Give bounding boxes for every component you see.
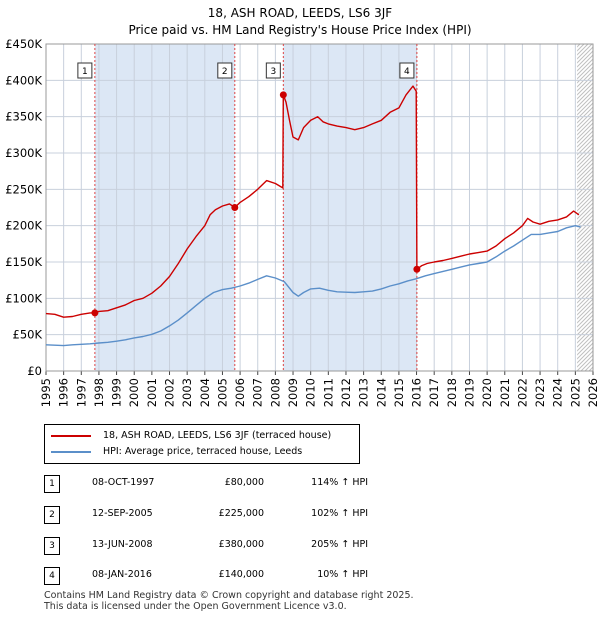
transaction-row-3: 3 13-JUN-2008 £380,000 205% ↑ HPI: [44, 537, 444, 555]
legend-hpi-swatch: [51, 450, 91, 453]
sale-label-1: 1: [82, 67, 88, 77]
y-tick-label: £400K: [5, 73, 42, 87]
legend-property-swatch: [51, 434, 91, 437]
sale-label-3: 3: [270, 67, 276, 77]
x-tick-label: 2024: [551, 378, 565, 407]
x-tick-label: 1996: [57, 378, 71, 407]
x-tick-label: 2020: [480, 378, 494, 407]
x-tick-label: 2012: [339, 378, 353, 407]
transaction-date: 13-JUN-2008: [92, 539, 153, 550]
x-tick-label: 2011: [321, 378, 335, 407]
transaction-date: 08-JAN-2016: [92, 569, 152, 580]
sale-label-box-4: [399, 62, 415, 79]
x-tick-label: 2014: [374, 378, 388, 407]
x-tick-label: 2017: [427, 378, 441, 407]
x-tick-label: 1997: [74, 378, 88, 407]
ownership-shade-2: [283, 44, 417, 371]
x-tick-label: 2008: [268, 378, 282, 407]
footer-licence: This data is licensed under the Open Gov…: [44, 601, 347, 612]
x-tick-label: 2004: [198, 378, 212, 407]
transaction-row-2: 2 12-SEP-2005 £225,000 102% ↑ HPI: [44, 506, 444, 524]
footer-copyright: Contains HM Land Registry data © Crown c…: [44, 590, 414, 601]
sale-label-box-3: [265, 62, 281, 79]
y-tick-label: £200K: [5, 219, 42, 233]
transaction-hpi-change: 114% ↑ HPI: [311, 477, 368, 488]
transaction-number: 2: [44, 506, 60, 524]
legend-item-property: 18, ASH ROAD, LEEDS, LS6 3JF (terraced h…: [51, 428, 331, 444]
transaction-date: 12-SEP-2005: [92, 508, 153, 519]
transaction-hpi-change: 205% ↑ HPI: [311, 539, 368, 550]
x-tick-label: 2010: [304, 378, 318, 407]
sale-point-1: [91, 309, 99, 317]
chart-legend: 18, ASH ROAD, LEEDS, LS6 3JF (terraced h…: [44, 424, 360, 464]
legend-item-hpi: HPI: Average price, terraced house, Leed…: [51, 444, 302, 460]
transaction-price: £80,000: [224, 477, 264, 488]
x-tick-label: 2000: [127, 378, 141, 407]
x-tick-label: 2003: [180, 378, 194, 407]
ownership-shade-1: [94, 44, 235, 371]
x-tick-label: 2026: [586, 378, 600, 407]
x-tick-label: 2005: [215, 378, 229, 407]
sale-label-2: 2: [222, 67, 228, 77]
x-tick-label: 2025: [568, 378, 582, 407]
x-tick-label: 1995: [39, 378, 53, 407]
y-tick-label: £50K: [13, 328, 43, 342]
transaction-number: 3: [44, 537, 60, 555]
legend-hpi-label: HPI: Average price, terraced house, Leed…: [103, 446, 303, 457]
y-tick-label: £150K: [5, 255, 42, 269]
hpi-line: [45, 225, 581, 347]
price-chart: £0 £50K £100K £150K £200K £250K £300K £350K £400…: [5, 37, 600, 407]
sale-label-4: 4: [404, 67, 410, 77]
x-tick-label: 2016: [410, 378, 424, 407]
transaction-number: 4: [44, 567, 60, 585]
transaction-price: £140,000: [218, 569, 264, 580]
property-price-line: [45, 85, 580, 318]
transaction-hpi-change: 102% ↑ HPI: [311, 508, 368, 519]
legend-property-label: 18, ASH ROAD, LEEDS, LS6 3JF (terraced h…: [103, 430, 332, 441]
x-tick-label: 2022: [515, 378, 529, 407]
x-tick-label: 2019: [462, 378, 476, 407]
transaction-row-4: 4 08-JAN-2016 £140,000 10% ↑ HPI: [44, 567, 444, 585]
x-tick-label: 2023: [533, 378, 547, 407]
y-tick-label: £350K: [5, 110, 42, 124]
plot-frame: [45, 43, 594, 372]
transaction-hpi-change: 10% ↑ HPI: [317, 569, 368, 580]
x-tick-label: 2013: [357, 378, 371, 407]
x-tick-label: 2007: [251, 378, 265, 407]
x-tick-label: 2009: [286, 378, 300, 407]
forecast-hatch: [577, 44, 593, 371]
x-tick-label: 1999: [110, 378, 124, 407]
y-tick-label: £450K: [5, 37, 42, 51]
x-tick-label: 2006: [233, 378, 247, 407]
chart-title-line1: 18, ASH ROAD, LEEDS, LS6 3JF: [207, 6, 393, 20]
y-tick-label: £100K: [5, 291, 42, 305]
transaction-price: £225,000: [218, 508, 264, 519]
x-tick-label: 2002: [163, 378, 177, 407]
sale-point-2: [231, 204, 239, 211]
x-tick-label: 2021: [498, 378, 512, 407]
x-tick-label: 2001: [145, 378, 159, 407]
transaction-price: £380,000: [218, 539, 264, 550]
x-tick-label: 2018: [445, 378, 459, 407]
sale-point-4: [413, 265, 421, 273]
sale-label-box-1: [77, 62, 93, 79]
y-tick-label: £250K: [5, 182, 42, 196]
sale-label-box-2: [217, 62, 233, 79]
transaction-row-1: 1 08-OCT-1997 £80,000 114% ↑ HPI: [44, 475, 444, 493]
x-tick-label: 1998: [92, 378, 106, 407]
transaction-date: 08-OCT-1997: [92, 477, 155, 488]
transaction-number: 1: [44, 475, 60, 493]
sale-point-3: [279, 91, 287, 99]
x-tick-label: 2015: [392, 378, 406, 407]
y-tick-label: £300K: [5, 146, 42, 160]
chart-title-line2: Price paid vs. HM Land Registry's House …: [128, 23, 472, 37]
y-tick-label: £0: [27, 364, 42, 378]
